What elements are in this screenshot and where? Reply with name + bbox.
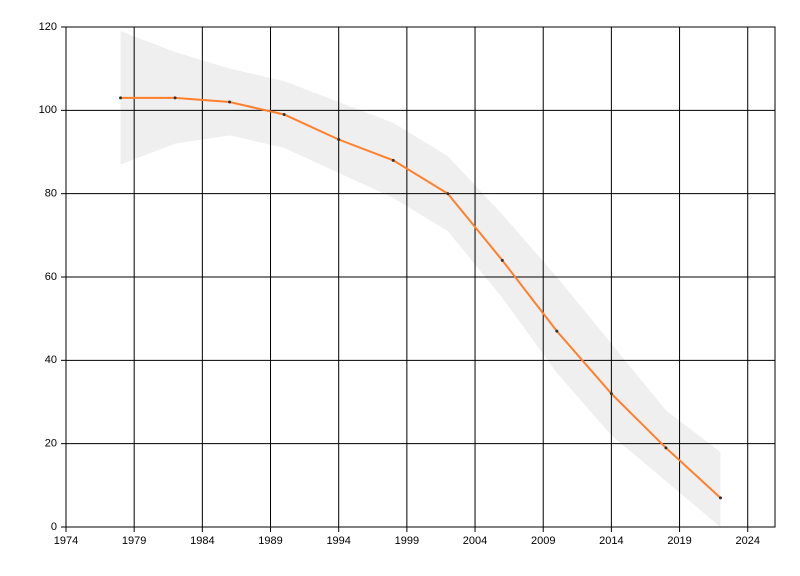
y-tick-label: 20: [45, 438, 57, 450]
point: [228, 100, 232, 104]
y-tick-label: 60: [45, 271, 57, 283]
y-tick-label: 40: [45, 354, 57, 366]
point: [718, 496, 722, 500]
x-tick-label: 2014: [599, 535, 623, 547]
x-tick-label: 1999: [395, 535, 419, 547]
x-tick-label: 1979: [122, 535, 146, 547]
point: [555, 329, 559, 333]
point: [609, 392, 613, 396]
y-tick-label: 80: [45, 188, 57, 200]
y-tick-label: 0: [51, 521, 57, 533]
y-tick-label: 100: [39, 104, 57, 116]
point: [173, 96, 177, 100]
point: [500, 258, 504, 262]
point: [282, 113, 286, 116]
x-tick-label: 1974: [54, 535, 78, 547]
x-tick-label: 1984: [190, 535, 214, 547]
point: [664, 446, 668, 450]
confidence-band: [120, 31, 721, 528]
plot-border: [65, 26, 776, 528]
point: [391, 158, 395, 162]
y-tick-label: 120: [39, 21, 57, 33]
x-tick-label: 2024: [735, 535, 759, 547]
x-tick-label: 2009: [531, 535, 555, 547]
point: [119, 96, 123, 100]
point: [446, 192, 450, 196]
point: [337, 138, 341, 141]
x-tick-label: 1994: [326, 535, 350, 547]
line: [120, 96, 722, 499]
x-tick-label: 1989: [258, 535, 282, 547]
x-tick-label: 2019: [667, 535, 691, 547]
x-tick-label: 2004: [463, 535, 487, 547]
